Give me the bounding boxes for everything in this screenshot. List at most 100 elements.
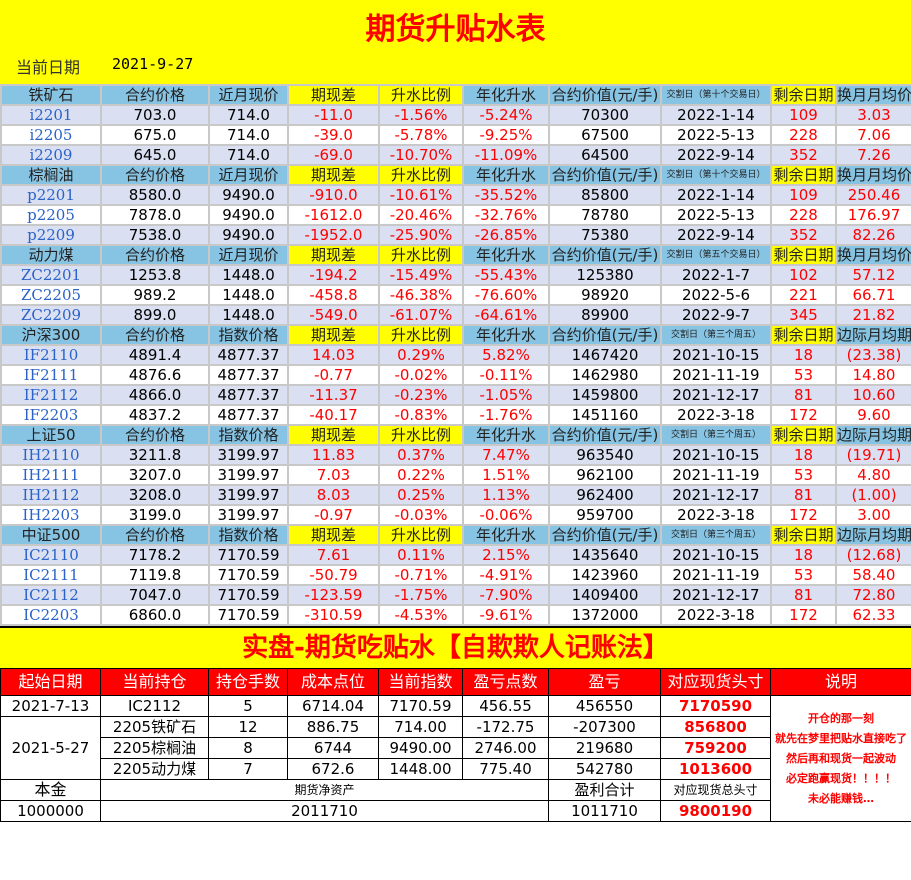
basis: -39.0: [287, 124, 380, 146]
spot-price: 7170.59: [208, 604, 289, 626]
contract-code[interactable]: IC2110: [0, 544, 102, 566]
contract-code[interactable]: p2201: [0, 184, 102, 206]
annualized-premium: 1.13%: [462, 484, 550, 506]
monthly-spread: 9.60: [835, 404, 911, 426]
premium-ratio: 0.22%: [378, 464, 464, 486]
delivery-date: 2021-12-17: [660, 584, 772, 606]
lots: 5: [208, 695, 288, 717]
monthly-spread: 66.71: [835, 284, 911, 306]
premium-ratio: 0.29%: [378, 344, 464, 366]
header-price: 合约价格: [100, 524, 210, 546]
header-premium-ratio: 升水比例: [378, 524, 464, 546]
spot-price: 4877.37: [208, 344, 289, 366]
header-value: 合约价值(元/手): [548, 164, 662, 186]
days-left: 221: [770, 284, 837, 306]
contract-code[interactable]: IC2112: [0, 584, 102, 606]
premium-ratio: -0.02%: [378, 364, 464, 386]
contract-code[interactable]: p2205: [0, 204, 102, 226]
spot-price: 1448.0: [208, 304, 289, 326]
contract-code[interactable]: IH2203: [0, 504, 102, 526]
contract-code[interactable]: i2205: [0, 124, 102, 146]
delivery-date: 2022-9-7: [660, 304, 772, 326]
header-price: 合约价格: [100, 244, 210, 266]
contract-value: 959700: [548, 504, 662, 526]
spot-price: 7170.59: [208, 564, 289, 586]
monthly-spread: 21.82: [835, 304, 911, 326]
ledger-header-cell: 持仓手数: [208, 668, 288, 696]
contract-code[interactable]: ZC2209: [0, 304, 102, 326]
total-exposure-label: 对应现货总头寸: [660, 779, 771, 801]
contract-code[interactable]: IH2110: [0, 444, 102, 466]
title-banner: 期货升贴水表 当前日期 2021-9-27: [0, 0, 911, 84]
basis: -50.79: [287, 564, 380, 586]
contract-code[interactable]: p2209: [0, 224, 102, 246]
contract-code[interactable]: IF2110: [0, 344, 102, 366]
contract-value: 1409400: [548, 584, 662, 606]
days-left: 81: [770, 484, 837, 506]
current-index: 714.00: [378, 716, 463, 738]
contract-price: 645.0: [100, 144, 210, 166]
current-date-label: 当前日期: [16, 58, 81, 77]
contract-code[interactable]: IC2203: [0, 604, 102, 626]
current-index: 1448.00: [378, 758, 463, 780]
contract-code[interactable]: IF2112: [0, 384, 102, 406]
annualized-premium: 2.15%: [462, 544, 550, 566]
monthly-spread: 7.06: [835, 124, 911, 146]
contract-code[interactable]: IF2111: [0, 364, 102, 386]
header-last: 边际月均期差: [835, 324, 911, 346]
premium-ratio: -0.23%: [378, 384, 464, 406]
annualized-premium: -32.76%: [462, 204, 550, 226]
ledger-header-cell: 对应现货头寸: [660, 668, 771, 696]
lots: 7: [208, 758, 288, 780]
spot-price: 4877.37: [208, 404, 289, 426]
premium-ratio: -61.07%: [378, 304, 464, 326]
contract-code[interactable]: i2201: [0, 104, 102, 126]
basis: 14.03: [287, 344, 380, 366]
header-annual: 年化升水: [462, 424, 550, 446]
monthly-spread: 10.60: [835, 384, 911, 406]
contract-code[interactable]: IF2203: [0, 404, 102, 426]
spot-price: 9490.0: [208, 184, 289, 206]
header-days-left: 剩余日期: [770, 424, 837, 446]
premium-ratio: -25.90%: [378, 224, 464, 246]
delivery-date: 2022-5-6: [660, 284, 772, 306]
spot-price: 9490.0: [208, 224, 289, 246]
delivery-date: 2022-1-14: [660, 104, 772, 126]
header-days-left: 剩余日期: [770, 244, 837, 266]
header-delivery: 交割日（第五个交易日）: [660, 244, 772, 266]
spot-price: 3199.97: [208, 504, 289, 526]
delivery-date: 2022-3-18: [660, 604, 772, 626]
delivery-date: 2022-1-14: [660, 184, 772, 206]
basis: -11.0: [287, 104, 380, 126]
table-row: IF2203 4837.2 4877.37 -40.17 -0.83% -1.76% 145…: [0, 404, 911, 426]
start-date: 2021-5-27: [0, 716, 101, 780]
monthly-spread: (12.68): [835, 544, 911, 566]
monthly-spread: 4.80: [835, 464, 911, 486]
header-spot: 指数价格: [208, 524, 289, 546]
ledger-header: 起始日期 当前持仓 持仓手数 成本点位 当前指数 盈亏点数 盈亏 对应现货头寸 说明: [0, 668, 911, 696]
contract-code[interactable]: ZC2205: [0, 284, 102, 306]
contract-value: 963540: [548, 444, 662, 466]
contract-code[interactable]: i2209: [0, 144, 102, 166]
net-assets-value: 2011710: [100, 800, 549, 822]
header-premium-ratio: 升水比例: [378, 84, 464, 106]
section-name: 动力煤: [0, 244, 102, 266]
header-days-left: 剩余日期: [770, 524, 837, 546]
days-left: 53: [770, 364, 837, 386]
header-premium-ratio: 升水比例: [378, 324, 464, 346]
table-row: ZC2209 899.0 1448.0 -549.0 -61.07% -64.61% 899…: [0, 304, 911, 326]
basis: -0.97: [287, 504, 380, 526]
contract-code[interactable]: IH2111: [0, 464, 102, 486]
days-left: 81: [770, 584, 837, 606]
table-row: IH2111 3207.0 3199.97 7.03 0.22% 1.51% 962100 2…: [0, 464, 911, 486]
contract-value: 67500: [548, 124, 662, 146]
contract-code[interactable]: IH2112: [0, 484, 102, 506]
table-row: p2209 7538.0 9490.0 -1952.0 -25.90% -26.85% 75…: [0, 224, 911, 246]
contract-code[interactable]: ZC2201: [0, 264, 102, 286]
basis: 8.03: [287, 484, 380, 506]
contract-price: 7178.2: [100, 544, 210, 566]
delivery-date: 2022-5-13: [660, 204, 772, 226]
contract-price: 3208.0: [100, 484, 210, 506]
contract-code[interactable]: IC2111: [0, 564, 102, 586]
basis: -69.0: [287, 144, 380, 166]
